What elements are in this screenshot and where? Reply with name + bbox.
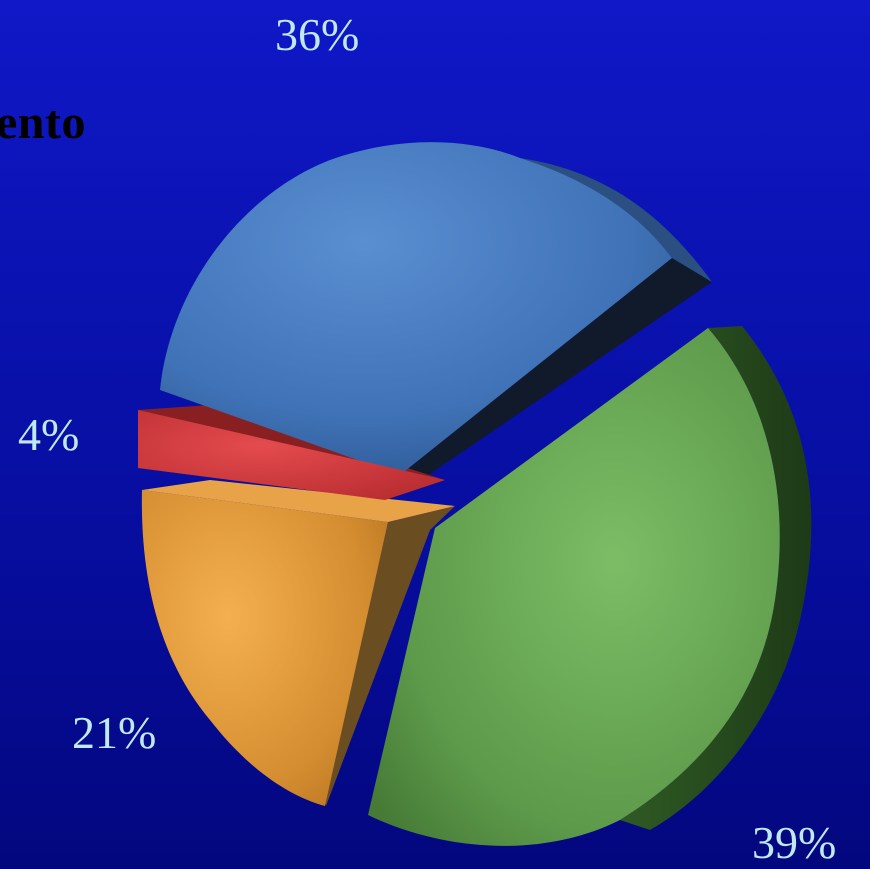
data-label-36: 36% bbox=[275, 9, 359, 60]
data-label-39: 39% bbox=[752, 817, 836, 868]
slice-21-top bbox=[142, 480, 455, 522]
chart-title: ento bbox=[0, 96, 86, 149]
slice-36 bbox=[160, 142, 672, 475]
slice-4 bbox=[138, 410, 445, 500]
slice-side-21 bbox=[325, 506, 455, 806]
slice-rim-39 bbox=[620, 326, 812, 830]
slice-rim-36 bbox=[520, 158, 712, 282]
slice-side-36 bbox=[400, 258, 712, 482]
slice-21 bbox=[141, 490, 388, 806]
data-label-4: 4% bbox=[18, 409, 79, 460]
data-label-21: 21% bbox=[72, 707, 156, 758]
slice-39 bbox=[368, 328, 780, 846]
